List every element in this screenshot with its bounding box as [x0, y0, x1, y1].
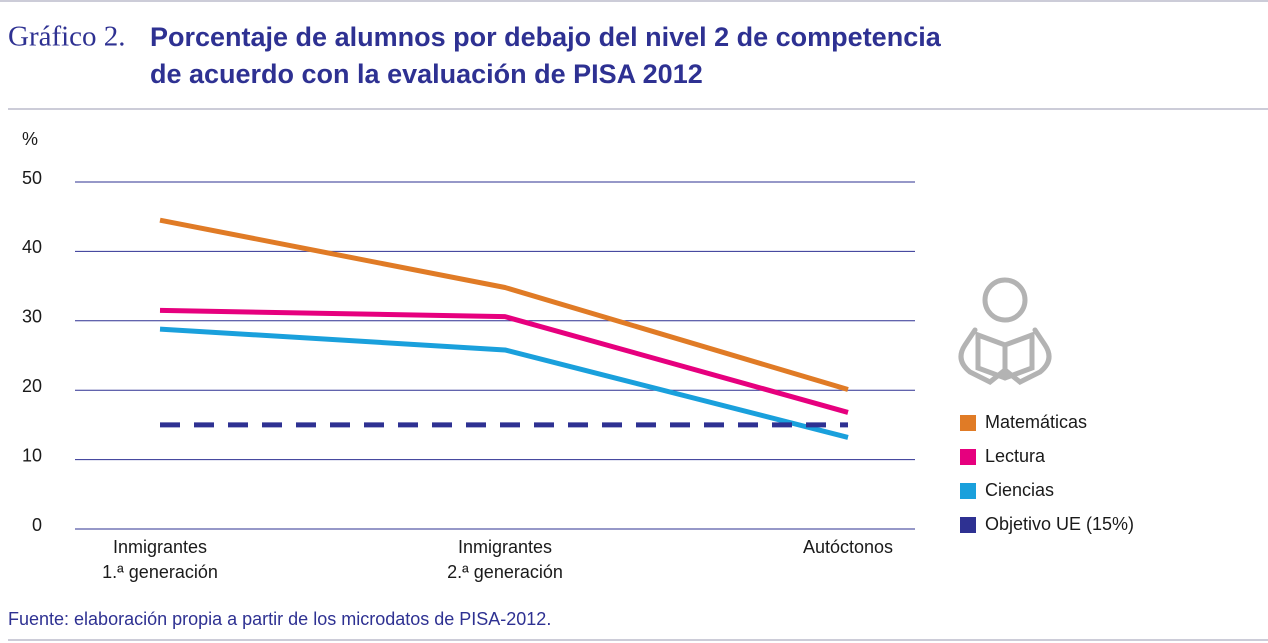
y-axis-label: % — [22, 129, 38, 149]
x-tick-label: Autóctonos — [803, 537, 893, 557]
series-line — [159, 217, 849, 392]
chart-title: Porcentaje de alumnos por debajo del niv… — [150, 22, 942, 52]
legend-label: Objetivo UE (15%) — [985, 514, 1134, 534]
series-line — [159, 326, 849, 440]
legend-swatch — [960, 483, 976, 499]
y-tick-label: 50 — [22, 168, 42, 188]
source-note: Fuente: elaboración propia a partir de l… — [8, 609, 551, 629]
legend-label: Matemáticas — [985, 412, 1087, 432]
y-tick-label: 30 — [22, 307, 42, 327]
series-line — [159, 307, 849, 415]
y-tick-label: 40 — [22, 237, 42, 257]
y-tick-label: 0 — [32, 515, 42, 535]
y-tick-label: 10 — [22, 445, 42, 465]
legend-label: Lectura — [985, 446, 1046, 466]
chart-label: Gráfico 2. — [8, 21, 126, 53]
x-tick-label: Inmigrantes — [113, 537, 207, 557]
x-tick-label: 2.ª generación — [447, 562, 563, 582]
legend-swatch — [960, 449, 976, 465]
reading-icon — [958, 277, 1052, 385]
x-tick-label: Inmigrantes — [458, 537, 552, 557]
chart-title: de acuerdo con la evaluación de PISA 201… — [150, 59, 703, 89]
y-tick-label: 20 — [22, 376, 42, 396]
legend-label: Ciencias — [985, 480, 1054, 500]
x-tick-label: 1.ª generación — [102, 562, 218, 582]
legend-swatch — [960, 415, 976, 431]
legend-swatch — [960, 517, 976, 533]
